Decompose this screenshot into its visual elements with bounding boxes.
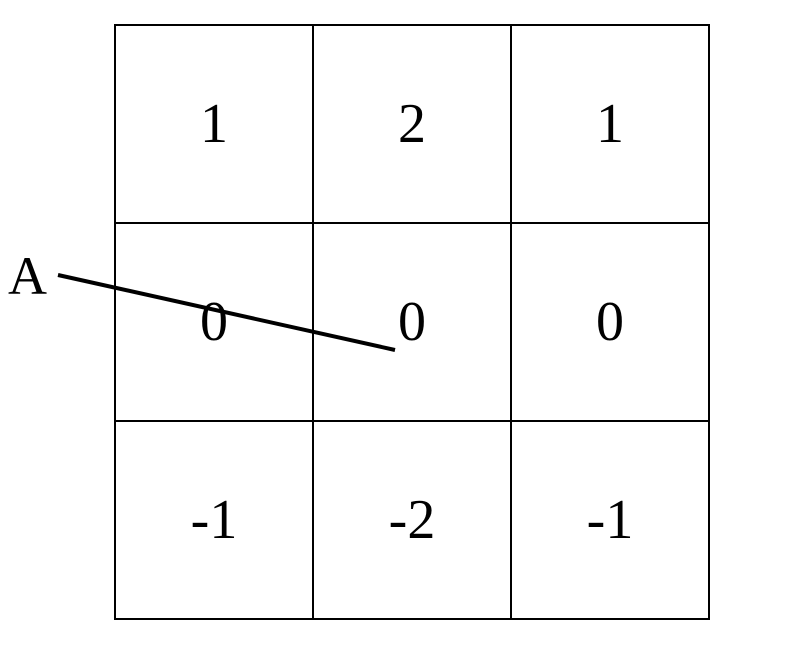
grid-cell: 1 (114, 24, 314, 224)
grid-cell: 1 (510, 24, 710, 224)
grid-cell: 2 (312, 24, 512, 224)
grid-row: -1 -2 -1 (115, 421, 709, 619)
grid-row: 0 0 0 (115, 223, 709, 421)
cell-value: 1 (200, 92, 228, 156)
grid-cell: -1 (510, 420, 710, 620)
grid-cell: -2 (312, 420, 512, 620)
cell-value: 2 (398, 92, 426, 156)
cell-value: -1 (191, 488, 238, 552)
cell-value: 0 (596, 290, 624, 354)
cell-value: 0 (398, 290, 426, 354)
grid-cell: 0 (114, 222, 314, 422)
grid-row: 1 2 1 (115, 25, 709, 223)
grid-cell: 0 (510, 222, 710, 422)
kernel-grid: 1 2 1 0 0 0 -1 -2 -1 (115, 25, 709, 619)
cell-value: -1 (587, 488, 634, 552)
cell-value: 0 (200, 290, 228, 354)
annotation-label-a: A (8, 245, 47, 307)
grid-cell: -1 (114, 420, 314, 620)
grid-cell: 0 (312, 222, 512, 422)
cell-value: -2 (389, 488, 436, 552)
cell-value: 1 (596, 92, 624, 156)
